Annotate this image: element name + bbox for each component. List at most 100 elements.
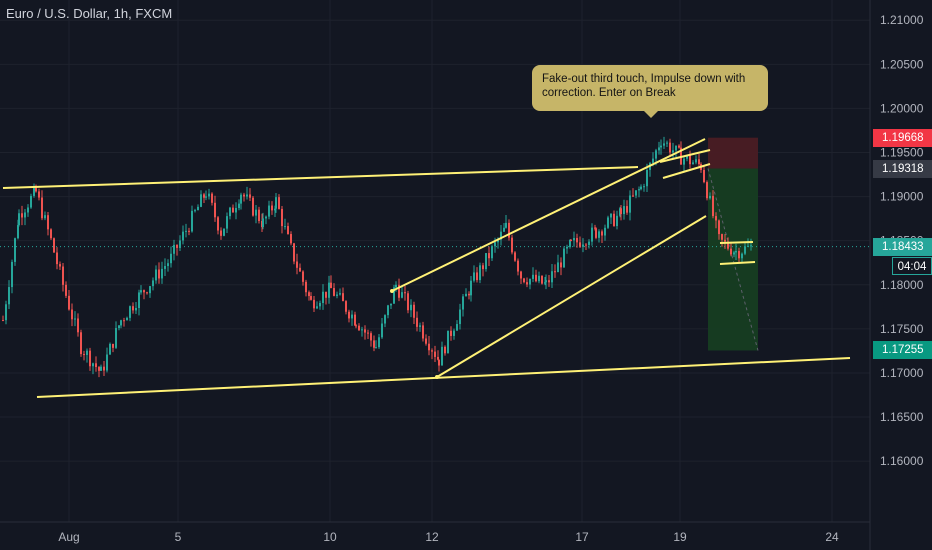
- candle-body: [588, 241, 590, 246]
- candle-body: [373, 340, 375, 348]
- candle-body: [686, 155, 688, 159]
- candle-body: [322, 291, 324, 303]
- candle-body: [666, 142, 668, 144]
- flag-lower-line: [662, 163, 711, 179]
- candle-body: [551, 271, 553, 283]
- candle-body: [485, 253, 487, 270]
- candle-body: [146, 292, 148, 294]
- candle-body: [348, 311, 350, 319]
- candle-body: [123, 320, 125, 322]
- candle-body: [287, 226, 289, 235]
- candle-body: [675, 145, 677, 151]
- price-tick-label: 1.18000: [880, 278, 924, 292]
- candle-body: [473, 272, 475, 281]
- price-tick-label: 1.20500: [880, 57, 924, 71]
- candle-body: [158, 269, 160, 279]
- candle-body: [290, 234, 292, 244]
- candle-body: [401, 292, 403, 298]
- candle-body: [514, 252, 516, 261]
- candle-body: [535, 274, 537, 282]
- candle-body: [38, 191, 40, 198]
- candle-body: [610, 213, 612, 218]
- time-tick-label: Aug: [58, 530, 79, 544]
- candle-body: [500, 231, 502, 240]
- candle-body: [692, 162, 694, 165]
- candle-body: [223, 228, 225, 236]
- candle-body: [747, 245, 749, 247]
- candle-body: [655, 150, 657, 159]
- candle-body: [33, 187, 35, 196]
- candle-body: [494, 242, 496, 247]
- candle-body: [706, 182, 708, 199]
- candle-body: [182, 231, 184, 241]
- price-tick-label: 1.20000: [880, 101, 924, 115]
- rising-channel-upper-line: [391, 138, 706, 292]
- candle-body: [465, 293, 467, 297]
- candle-body: [208, 193, 210, 197]
- candle-body: [112, 343, 114, 348]
- candle-body: [214, 202, 216, 218]
- candle-body: [77, 318, 79, 333]
- candle-body: [431, 350, 433, 352]
- annotation-callout[interactable]: Fake-out third touch, Impulse down with …: [532, 65, 768, 118]
- candle-body: [604, 227, 606, 236]
- candle-body: [262, 218, 264, 228]
- candle-body: [663, 143, 665, 146]
- candle-body: [635, 190, 637, 196]
- candle-body: [126, 317, 128, 321]
- candle-body: [2, 320, 4, 322]
- candle-body: [140, 290, 142, 293]
- candle-body: [200, 194, 202, 207]
- candle-body: [11, 261, 13, 288]
- candle-body: [626, 206, 628, 213]
- candle-body: [437, 356, 439, 360]
- price-badge: 1.18433: [873, 237, 932, 256]
- candle-body: [310, 296, 312, 300]
- candle-body: [164, 266, 166, 269]
- candle-body: [316, 306, 318, 309]
- candle-body: [416, 317, 418, 327]
- candle-body: [554, 271, 556, 273]
- candle-body: [678, 145, 680, 148]
- upper-channel-line: [2, 166, 639, 189]
- candle-body: [115, 328, 117, 348]
- candle-body: [80, 332, 82, 355]
- candle-body: [258, 209, 260, 221]
- candle-body: [155, 269, 157, 281]
- candle-body: [456, 324, 458, 331]
- candle-body: [129, 306, 131, 318]
- price-badge: 1.19668: [873, 128, 932, 147]
- candle-body: [235, 208, 237, 213]
- candle-body: [62, 266, 64, 285]
- candle-body: [173, 244, 175, 254]
- candle-body: [721, 234, 723, 240]
- candle-body: [595, 228, 597, 238]
- candle-body: [398, 284, 400, 298]
- candle-body: [305, 281, 307, 293]
- candle-body: [482, 265, 484, 270]
- candle-body: [8, 287, 10, 305]
- candle-body: [336, 294, 338, 296]
- candle-body: [59, 264, 61, 267]
- candle-body: [532, 274, 534, 279]
- candle-body: [217, 217, 219, 231]
- candle-body: [53, 238, 55, 253]
- candle-body: [313, 299, 315, 309]
- rising-channel-lower-line: [436, 215, 707, 378]
- candle-body: [161, 268, 163, 279]
- candle-body: [135, 308, 137, 311]
- candle-body: [35, 187, 37, 192]
- candle-body: [505, 222, 507, 228]
- trendline-anchor: [435, 375, 439, 379]
- candle-body: [252, 197, 254, 216]
- candle-body: [733, 252, 735, 255]
- candle-body: [387, 305, 389, 316]
- candle-body: [560, 262, 562, 268]
- candle-body: [441, 346, 443, 366]
- candle-body: [226, 216, 228, 229]
- candle-body: [381, 323, 383, 338]
- price-tick-label: 1.21000: [880, 13, 924, 27]
- candle-body: [275, 197, 277, 209]
- candle-body: [120, 320, 122, 326]
